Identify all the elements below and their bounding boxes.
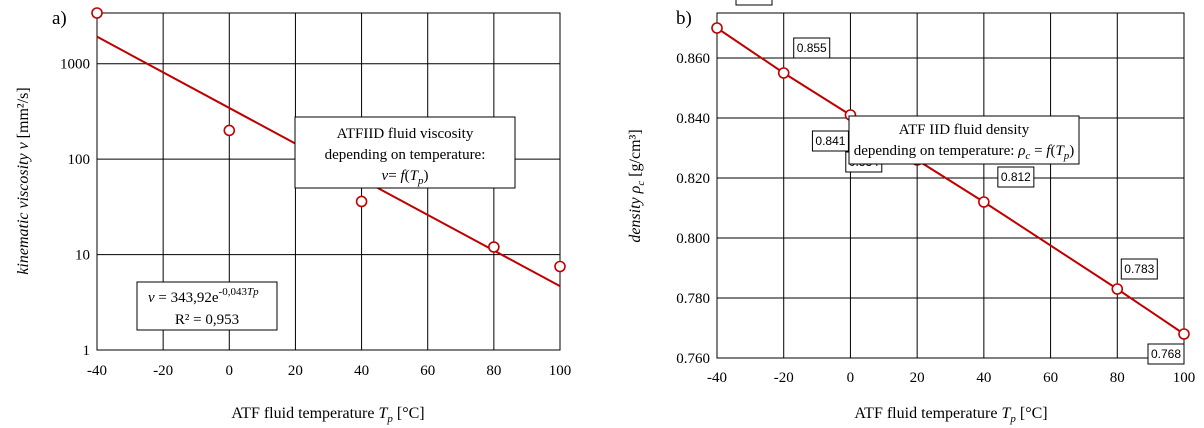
- density-data-label: 0.870: [735, 0, 773, 6]
- x-tick-label: 40: [976, 370, 991, 386]
- viscosity-x-axis-title: ATF fluid temperature Tp [°C]: [231, 405, 424, 425]
- x-tick-label: 100: [549, 363, 572, 379]
- viscosity-chart: a) -40 -20 0 20 40 60 80 100 1 10 100 1000 ATFIID f…: [15, 7, 571, 425]
- x-tick-label: 100: [1173, 370, 1196, 386]
- data-label-frame: [735, 0, 773, 6]
- viscosity-annotation-box: ATFIID fluid viscosity depending on temp…: [294, 116, 516, 189]
- viscosity-equation-box: ν = 343,92e-0,043Tp R² = 0,953: [136, 281, 278, 331]
- density-data-label: 0.783: [1120, 258, 1158, 280]
- y-tick-label: 0.840: [676, 111, 710, 127]
- viscosity-point: [488, 241, 500, 253]
- density-plot-frame: [716, 12, 1185, 359]
- x-tick-label: -20: [153, 363, 173, 379]
- density-data-label: 0.841: [811, 130, 849, 152]
- density-point: [978, 196, 990, 208]
- density-data-label: 0.812: [997, 166, 1035, 188]
- x-tick-label: 0: [847, 370, 855, 386]
- viscosity-equation: ν = 343,92e-0,043Tp: [148, 286, 259, 306]
- y-tick-label: 1000: [60, 57, 90, 73]
- viscosity-equation-frame: [136, 281, 278, 331]
- density-point: [1111, 283, 1124, 295]
- density-point: [777, 67, 790, 79]
- data-label-text: 0.768: [1151, 347, 1181, 361]
- data-label-frame: [793, 37, 831, 59]
- data-label-text: 0.841: [815, 134, 845, 148]
- y-tick-label: 0.860: [676, 51, 710, 67]
- viscosity-annotation-line1: ATFIID fluid viscosity: [337, 126, 474, 142]
- data-label-frame: [1147, 343, 1185, 365]
- x-tick-label: -40: [87, 363, 107, 379]
- x-tick-label: -20: [774, 370, 794, 386]
- viscosity-point: [554, 260, 566, 273]
- density-annotation-line1: ATF IID fluid density: [899, 122, 1030, 138]
- viscosity-point: [355, 195, 368, 208]
- x-tick-label: 60: [420, 363, 435, 379]
- data-label-frame: [1120, 258, 1158, 280]
- viscosity-y-axis-title: kinematic viscosity ν [mm²/s]: [15, 87, 32, 274]
- x-tick-label: 20: [288, 363, 303, 379]
- viscosity-annotation-line2: depending on temperature:: [325, 147, 486, 163]
- data-label-text: 0.812: [1001, 170, 1031, 184]
- density-annotation-line2: depending on temperature: ρc = f(Tp): [854, 143, 1075, 162]
- panel-label-a: a): [52, 8, 67, 29]
- x-tick-label: 80: [1110, 370, 1125, 386]
- y-tick-label: 100: [68, 152, 91, 168]
- y-tick-label: 0.800: [676, 231, 710, 247]
- y-tick-label: 0.780: [676, 291, 710, 307]
- density-data-label: 0.768: [1147, 343, 1185, 365]
- x-tick-label: 60: [1043, 370, 1058, 386]
- y-tick-label: 1: [83, 343, 91, 359]
- x-tick-label: 40: [354, 363, 369, 379]
- density-gridlines: [717, 13, 1184, 358]
- viscosity-annotation-line3: ν= f(Tp): [382, 168, 429, 187]
- data-label-frame: [997, 166, 1035, 188]
- x-tick-label: -40: [707, 370, 727, 386]
- viscosity-tick-labels: -40 -20 0 20 40 60 80 100 1 10 100 1000: [60, 57, 571, 379]
- density-x-axis-title: ATF fluid temperature Tp [°C]: [854, 405, 1047, 425]
- viscosity-plot-frame: [96, 12, 561, 351]
- data-label-text: 0.855: [797, 41, 827, 55]
- density-y-axis-title: density ρc [g/cm³]: [627, 129, 647, 242]
- density-tick-labels: -40 -20 0 20 40 60 80 100 0.760 0.780 0.800 0.820 0.…: [676, 51, 1195, 386]
- x-tick-label: 80: [486, 363, 501, 379]
- y-tick-label: 0.760: [676, 351, 710, 367]
- data-label-text: 0.870: [739, 0, 769, 2]
- viscosity-data-points: [91, 7, 566, 273]
- viscosity-point: [91, 7, 103, 19]
- x-tick-label: 20: [910, 370, 925, 386]
- density-point: [1178, 328, 1190, 340]
- viscosity-point: [223, 124, 236, 137]
- density-annotation-frame: [848, 115, 1080, 165]
- density-point: [711, 22, 723, 34]
- density-chart: b) -40 -20 0 20 40 60 80 100 0.760 0.780 0.800 0.82…: [627, 0, 1195, 425]
- y-tick-label: 10: [75, 248, 90, 264]
- data-label-frame: [811, 130, 849, 152]
- y-tick-label: 0.820: [676, 171, 710, 187]
- data-label-text: 0.783: [1124, 262, 1154, 276]
- viscosity-annotation-frame: [294, 116, 516, 189]
- density-annotation-box: ATF IID fluid density depending on tempe…: [848, 115, 1080, 165]
- density-data-label: 0.855: [793, 37, 831, 59]
- x-tick-label: 0: [226, 363, 234, 379]
- viscosity-r-squared: R² = 0,953: [175, 312, 239, 328]
- panel-label-b: b): [676, 8, 692, 29]
